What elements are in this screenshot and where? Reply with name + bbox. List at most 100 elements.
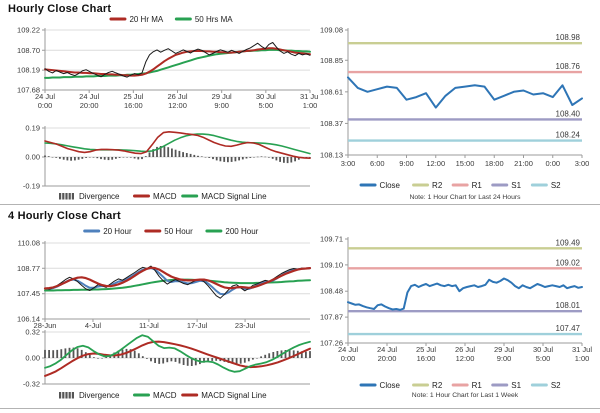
divergence-bar: [88, 157, 91, 158]
chart-text: Divergence: [79, 391, 120, 400]
line-swatch-icon: [451, 383, 469, 387]
divergence-bar: [275, 157, 278, 161]
divergence-bar: [219, 157, 222, 162]
divergence-bar: [230, 157, 233, 162]
divergence-bar: [118, 157, 121, 158]
bottom-divider: [0, 408, 600, 409]
chart-text: 108.13: [320, 151, 343, 160]
divergence-bar: [223, 157, 226, 162]
line-swatch-icon: [144, 229, 162, 233]
divergence-bar: [44, 155, 46, 157]
divergence-bar: [77, 157, 80, 160]
legend-item-50-hrs-ma: 50 Hrs MA: [174, 15, 233, 24]
divergence-bar: [204, 157, 207, 158]
divergence-bar: [249, 157, 252, 158]
divergence-bar: [252, 358, 254, 360]
divergence-bar: [234, 157, 237, 162]
divergence-bar: [185, 153, 188, 157]
series-50-hrs-ma: [44, 48, 311, 79]
divergence-bar: [59, 157, 61, 159]
divergence-bar: [167, 147, 170, 157]
series-close: [347, 76, 583, 109]
chart-text: 16:00: [417, 354, 436, 363]
chart-text: 0:00: [38, 101, 53, 110]
legend-item-s1: S1: [491, 381, 522, 390]
hourly-macd-chart: -0.19 0.00 0.19 Divergence MACD MACD Signal L…: [23, 124, 311, 201]
chart-text: 50 Hour: [164, 227, 193, 236]
divergence-bar: [150, 358, 152, 362]
chart-text: 28-Jun: [34, 321, 57, 330]
legend-item-s2: S2: [530, 381, 561, 390]
hourly-close-title: Hourly Close Chart: [8, 3, 112, 15]
chart-text: Note: 1 Hour Chart for Last 1 Week: [412, 392, 519, 399]
legend-item-macd-signal-line: MACD Signal Line: [181, 391, 267, 400]
divergence-bar: [268, 353, 271, 358]
divergence-bar: [256, 358, 258, 359]
divergence-bar: [66, 157, 69, 161]
chart-text: 16:00: [124, 101, 143, 110]
divergence-swatch-icon: [59, 193, 62, 200]
chart-text: 17-Jul: [187, 321, 208, 330]
chart-text: S1: [511, 181, 521, 190]
chart-text: 107.45: [17, 289, 40, 298]
divergence-swatch-icon: [65, 392, 68, 399]
divergence-bar: [51, 157, 54, 158]
legend-item-200-hour: 200 Hour: [205, 227, 259, 236]
divergence-bar: [260, 356, 262, 358]
chart-text: 23-Jul: [235, 321, 256, 330]
chart-text: Close: [380, 381, 401, 390]
divergence-bar: [207, 358, 209, 362]
divergence-bar: [154, 358, 156, 363]
divergence-bar: [122, 157, 125, 158]
divergence-bar: [212, 157, 214, 160]
divergence-bar: [47, 156, 50, 157]
divergence-bar: [241, 157, 244, 160]
divergence-bar: [141, 157, 143, 160]
chart-text: 108.85: [320, 56, 343, 65]
chart-text: 107.47: [556, 324, 581, 333]
chart-text: 29 Jul: [494, 345, 514, 354]
line-swatch-icon: [181, 194, 199, 198]
divergence-bar: [245, 157, 248, 159]
divergence-swatch-icon: [68, 392, 71, 399]
section-divider: [0, 204, 600, 205]
divergence-bar: [166, 358, 169, 363]
line-swatch-icon: [491, 183, 509, 187]
chart-text: 30 Jul: [533, 345, 553, 354]
divergence-bar: [272, 352, 275, 358]
chart-text: 20:00: [80, 101, 99, 110]
divergence-bar: [170, 358, 173, 362]
chart-text: 109.49: [556, 238, 581, 247]
divergence-bar: [92, 157, 95, 158]
chart-text: 108.01: [556, 301, 581, 310]
series-50-hour: [43, 266, 312, 290]
divergence-bar: [178, 358, 181, 364]
chart-text: 108.98: [556, 33, 581, 42]
chart-text: 108.77: [17, 264, 40, 273]
chart-text: -0.32: [23, 380, 40, 389]
divergence-bar: [186, 358, 189, 366]
chart-text: 15:00: [456, 159, 475, 168]
divergence-bar: [227, 358, 230, 363]
chart-text: 29 Jul: [212, 92, 232, 101]
chart-text: MACD: [153, 391, 177, 400]
chart-text: 26 Jul: [455, 345, 475, 354]
chart-text: 9:00: [214, 101, 229, 110]
divergence-bar: [309, 157, 311, 158]
line-swatch-icon: [530, 183, 548, 187]
chart-text: 5:00: [259, 101, 274, 110]
divergence-bar: [276, 351, 279, 358]
divergence-bar: [85, 157, 87, 158]
chart-text: MACD: [153, 192, 177, 201]
line-swatch-icon: [530, 383, 548, 387]
divergence-bar: [197, 155, 199, 157]
divergence-bar: [148, 152, 151, 157]
chart-text: 21:00: [514, 159, 533, 168]
divergence-bar: [72, 347, 75, 358]
divergence-swatch-icon: [62, 392, 65, 399]
divergence-bar: [300, 351, 303, 358]
divergence-bar: [129, 349, 132, 358]
chart-text: MACD Signal Line: [201, 192, 267, 201]
line-swatch-icon: [133, 194, 150, 198]
